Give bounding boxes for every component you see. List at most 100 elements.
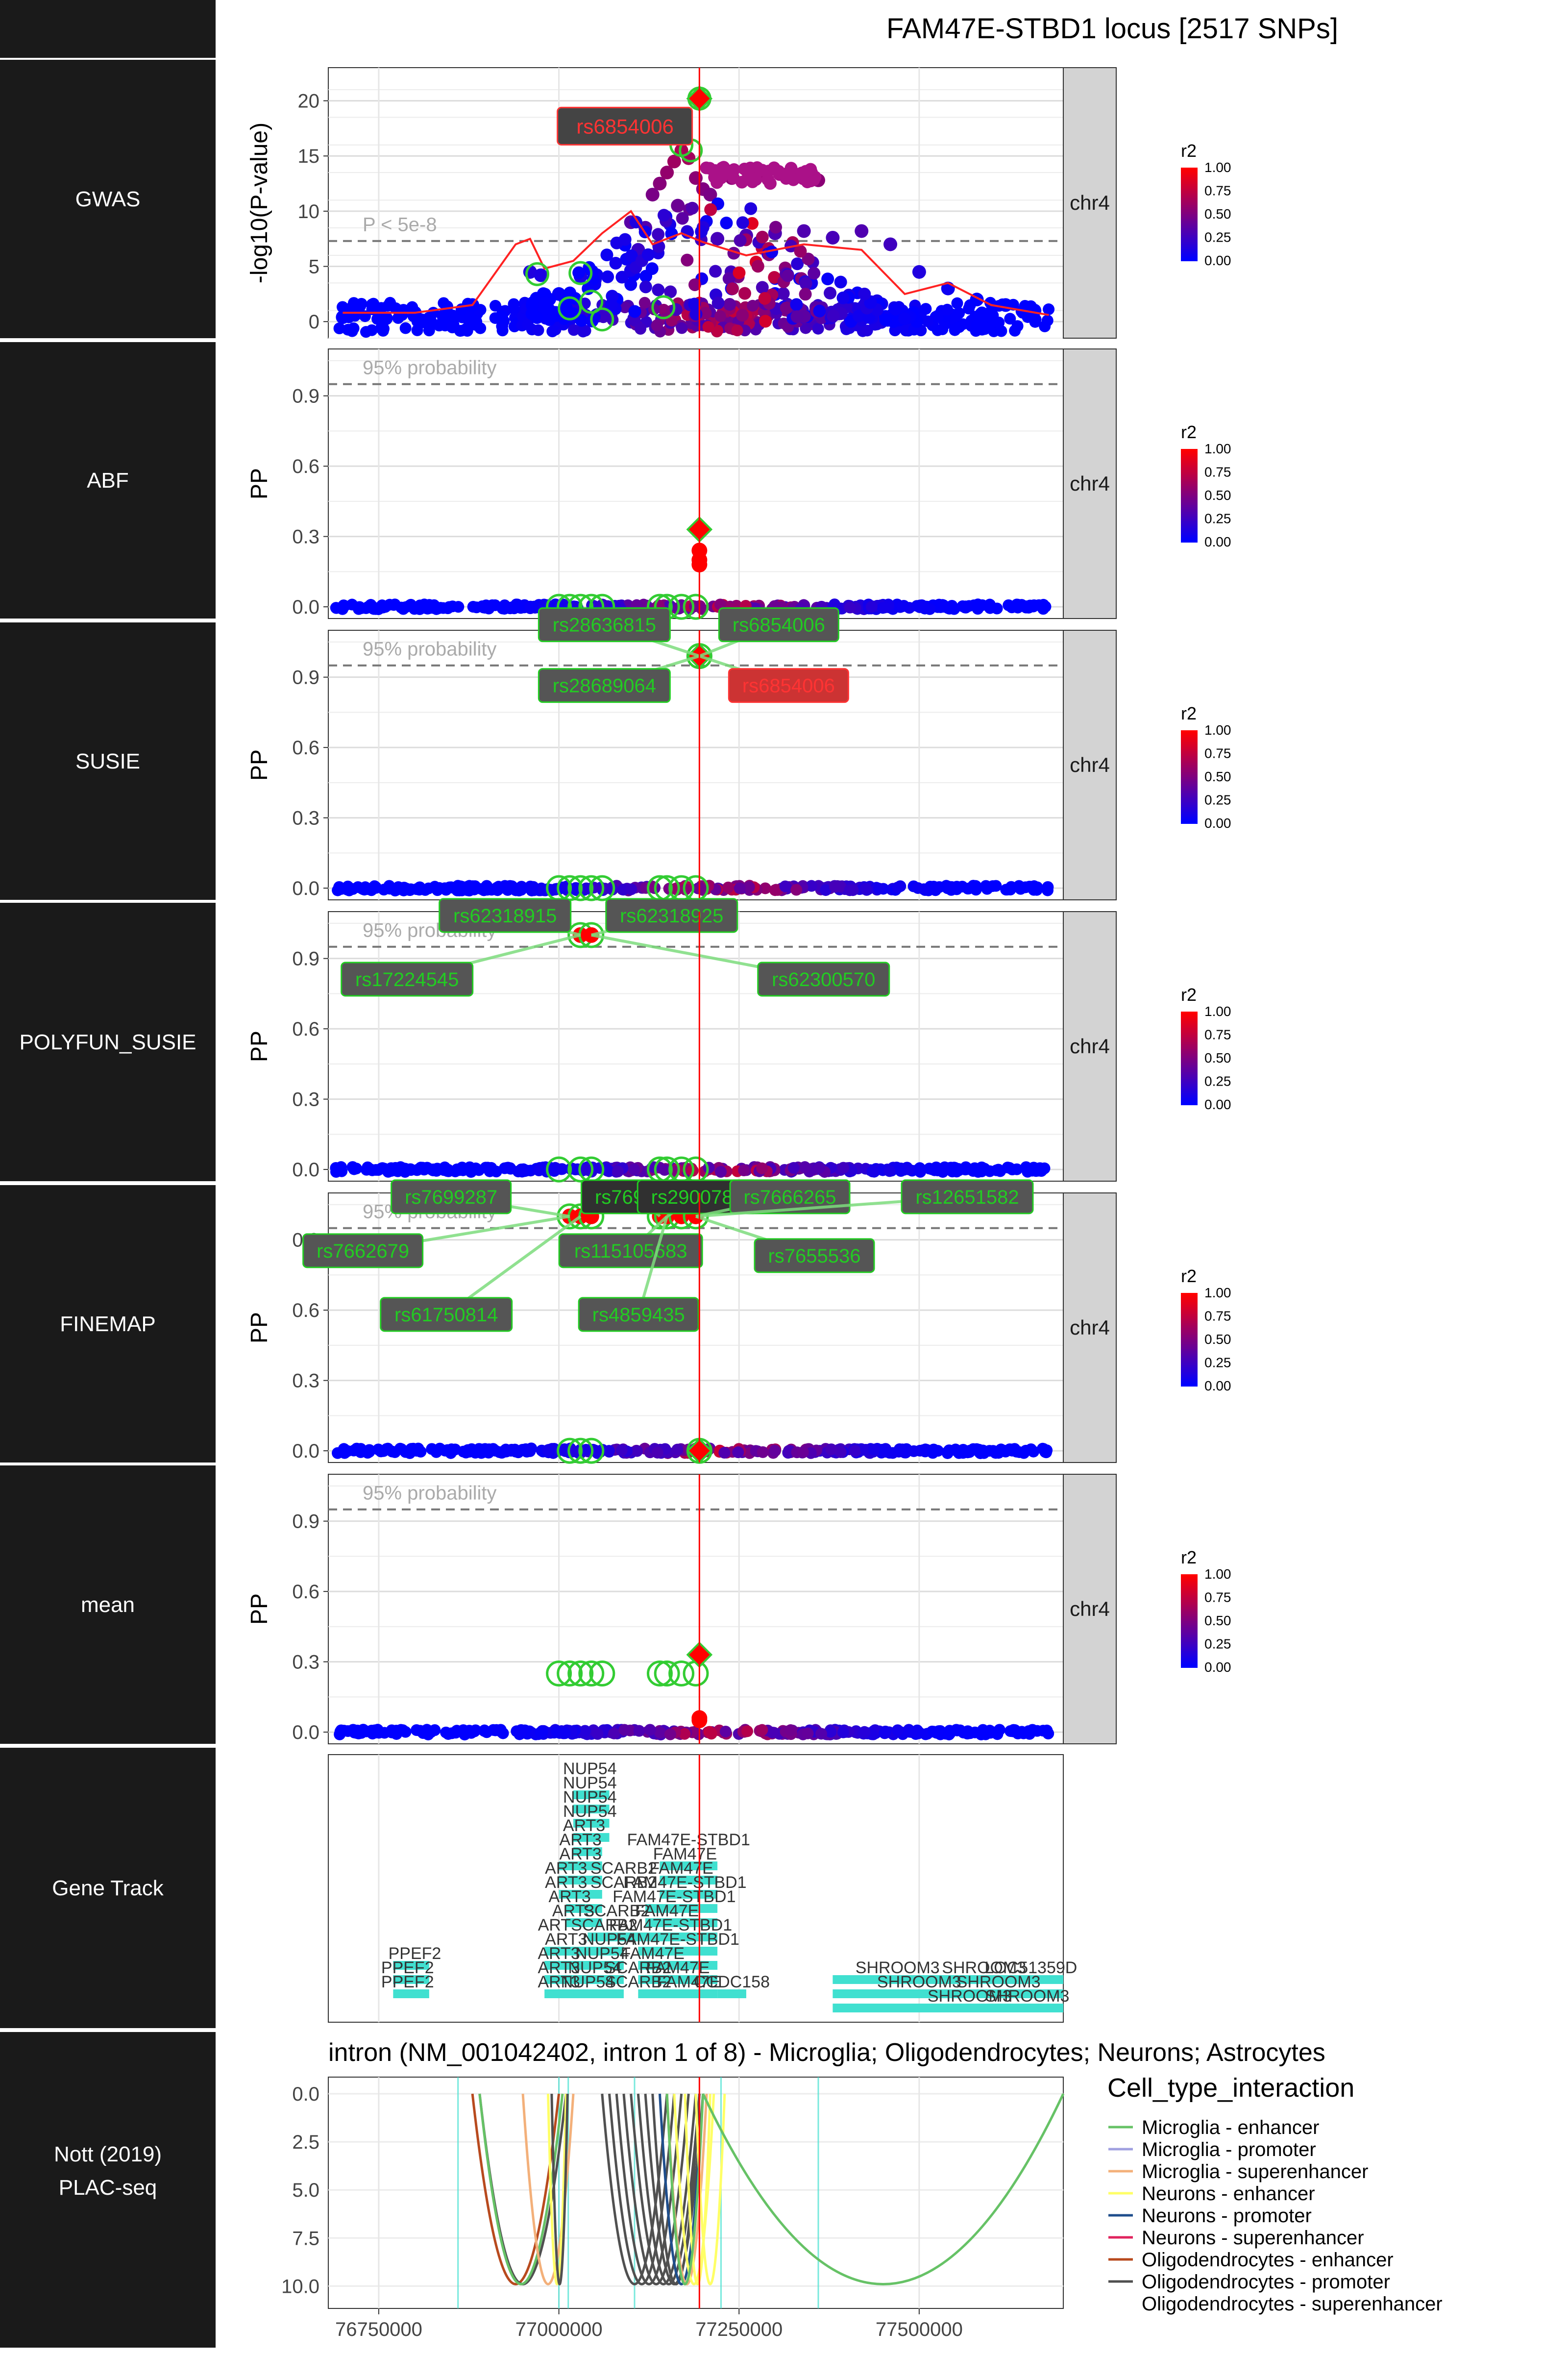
colorbar-segment bbox=[1181, 1025, 1198, 1029]
snp-point bbox=[515, 884, 527, 896]
snp-point bbox=[530, 311, 543, 324]
colorbar-segment bbox=[1181, 1613, 1198, 1617]
gene-label: SCARB2 bbox=[605, 1958, 671, 1977]
colorbar-segment bbox=[1181, 449, 1198, 452]
colorbar-segment bbox=[1181, 1584, 1198, 1587]
plac-legend: Cell_type_interaction Microglia - enhance… bbox=[1107, 2073, 1443, 2315]
panel-bg bbox=[328, 1474, 1064, 1744]
facet-strip-label: chr4 bbox=[1070, 1316, 1110, 1339]
snp-point bbox=[718, 1447, 731, 1459]
colorbar-segment bbox=[1181, 1344, 1198, 1347]
snp-label: rs7662679 bbox=[317, 1240, 409, 1262]
colorbar-segment bbox=[1181, 251, 1198, 254]
gene-label: NUP54 bbox=[563, 1760, 617, 1778]
colorbar-segment bbox=[1181, 742, 1198, 745]
snp-point bbox=[679, 883, 691, 895]
snp-point bbox=[1011, 1163, 1023, 1175]
snp-point bbox=[606, 884, 618, 896]
legend-tick: 0.00 bbox=[1204, 816, 1231, 831]
snp-point bbox=[738, 287, 751, 300]
colorbar-segment bbox=[1181, 188, 1198, 192]
snp-point bbox=[664, 1728, 676, 1740]
snp-point bbox=[912, 265, 926, 279]
snp-point bbox=[648, 303, 661, 316]
snp-point bbox=[376, 599, 388, 612]
gene-label: FAM47E bbox=[621, 1944, 685, 1963]
threshold-label: P < 5e-8 bbox=[363, 214, 437, 236]
snp-point bbox=[780, 301, 793, 315]
snp-point bbox=[651, 1446, 663, 1459]
snp-point bbox=[415, 1445, 427, 1458]
snp-point bbox=[417, 1725, 430, 1737]
snp-label-box bbox=[605, 898, 738, 933]
y-tick-label: 0.0 bbox=[292, 1159, 319, 1181]
colorbar-segment bbox=[1181, 788, 1198, 792]
colorbar-segment bbox=[1181, 1653, 1198, 1657]
snp-point bbox=[963, 302, 975, 315]
snp-label: rs2900781 bbox=[651, 1187, 744, 1208]
y-tick-label: 0.0 bbox=[292, 1722, 319, 1743]
colorbar-segment bbox=[1181, 237, 1198, 241]
colorbar-segment bbox=[1181, 1084, 1198, 1087]
snp-label: rs62318925 bbox=[620, 905, 723, 927]
y-tick-label: 0.6 bbox=[292, 1581, 319, 1603]
snp-point bbox=[450, 1727, 462, 1739]
credible-set-ring bbox=[567, 1661, 594, 1687]
interaction-arc bbox=[673, 2093, 715, 2285]
colorbar-segment bbox=[1181, 1588, 1198, 1591]
colorbar-segment bbox=[1181, 1579, 1198, 1582]
colorbar-segment bbox=[1181, 1339, 1198, 1342]
colorbar-segment bbox=[1181, 735, 1198, 738]
legend-tick: 1.00 bbox=[1204, 441, 1231, 456]
legend-label: Neurons - superenhancer bbox=[1142, 2227, 1364, 2249]
snp-point bbox=[686, 201, 699, 215]
snp-point bbox=[625, 883, 637, 895]
snp-point bbox=[837, 1162, 850, 1174]
legend-tick: 1.00 bbox=[1204, 1285, 1231, 1300]
gene-feature bbox=[588, 1933, 660, 1941]
snp-point bbox=[787, 1162, 800, 1174]
snp-point bbox=[744, 202, 758, 215]
snp-point bbox=[799, 277, 812, 290]
snp-point bbox=[815, 1728, 827, 1740]
snp-point bbox=[896, 600, 908, 613]
snp-point bbox=[758, 292, 771, 305]
colorbar-segment bbox=[1181, 451, 1198, 454]
sidebar-label: POLYFUN_SUSIE bbox=[19, 1030, 196, 1054]
y-tick-label: 0.0 bbox=[292, 1440, 319, 1462]
snp-point bbox=[908, 1445, 920, 1457]
legend-label: Microglia - promoter bbox=[1142, 2139, 1316, 2160]
snp-point bbox=[679, 1728, 691, 1740]
snp-point bbox=[912, 882, 924, 894]
gene-feature bbox=[573, 1833, 610, 1842]
snp-point bbox=[330, 1162, 342, 1174]
colorbar-segment bbox=[1181, 174, 1198, 177]
colorbar-segment bbox=[1181, 805, 1198, 808]
snp-point bbox=[710, 167, 723, 180]
snp-point bbox=[514, 1727, 527, 1739]
credible-set-ring bbox=[557, 1661, 583, 1687]
snp-point bbox=[535, 1727, 547, 1739]
snp-point bbox=[420, 1162, 432, 1174]
snp-point bbox=[618, 1724, 631, 1736]
snp-point bbox=[618, 233, 632, 246]
snp-point bbox=[974, 1446, 986, 1458]
colorbar-segment bbox=[1181, 1014, 1198, 1017]
threshold-label: 95% probability bbox=[363, 1483, 497, 1504]
snp-point bbox=[638, 297, 651, 309]
colorbar-segment bbox=[1181, 1312, 1198, 1314]
colorbar-segment bbox=[1181, 1372, 1198, 1375]
snp-point bbox=[956, 600, 969, 612]
interaction-arc bbox=[651, 2093, 701, 2285]
plac-seq: intron (NM_001042402, intron 1 of 8) - M… bbox=[281, 2038, 1325, 2340]
colorbar-segment bbox=[1181, 1379, 1198, 1382]
colorbar-segment bbox=[1181, 1067, 1198, 1070]
snp-point bbox=[379, 311, 393, 325]
snp-point bbox=[600, 248, 613, 262]
colorbar-segment bbox=[1181, 1035, 1198, 1038]
colorbar-segment bbox=[1181, 781, 1198, 785]
colorbar-segment bbox=[1181, 1581, 1198, 1584]
snp-point bbox=[763, 177, 777, 190]
colorbar-segment bbox=[1181, 1330, 1198, 1333]
colorbar-segment bbox=[1181, 1337, 1198, 1340]
